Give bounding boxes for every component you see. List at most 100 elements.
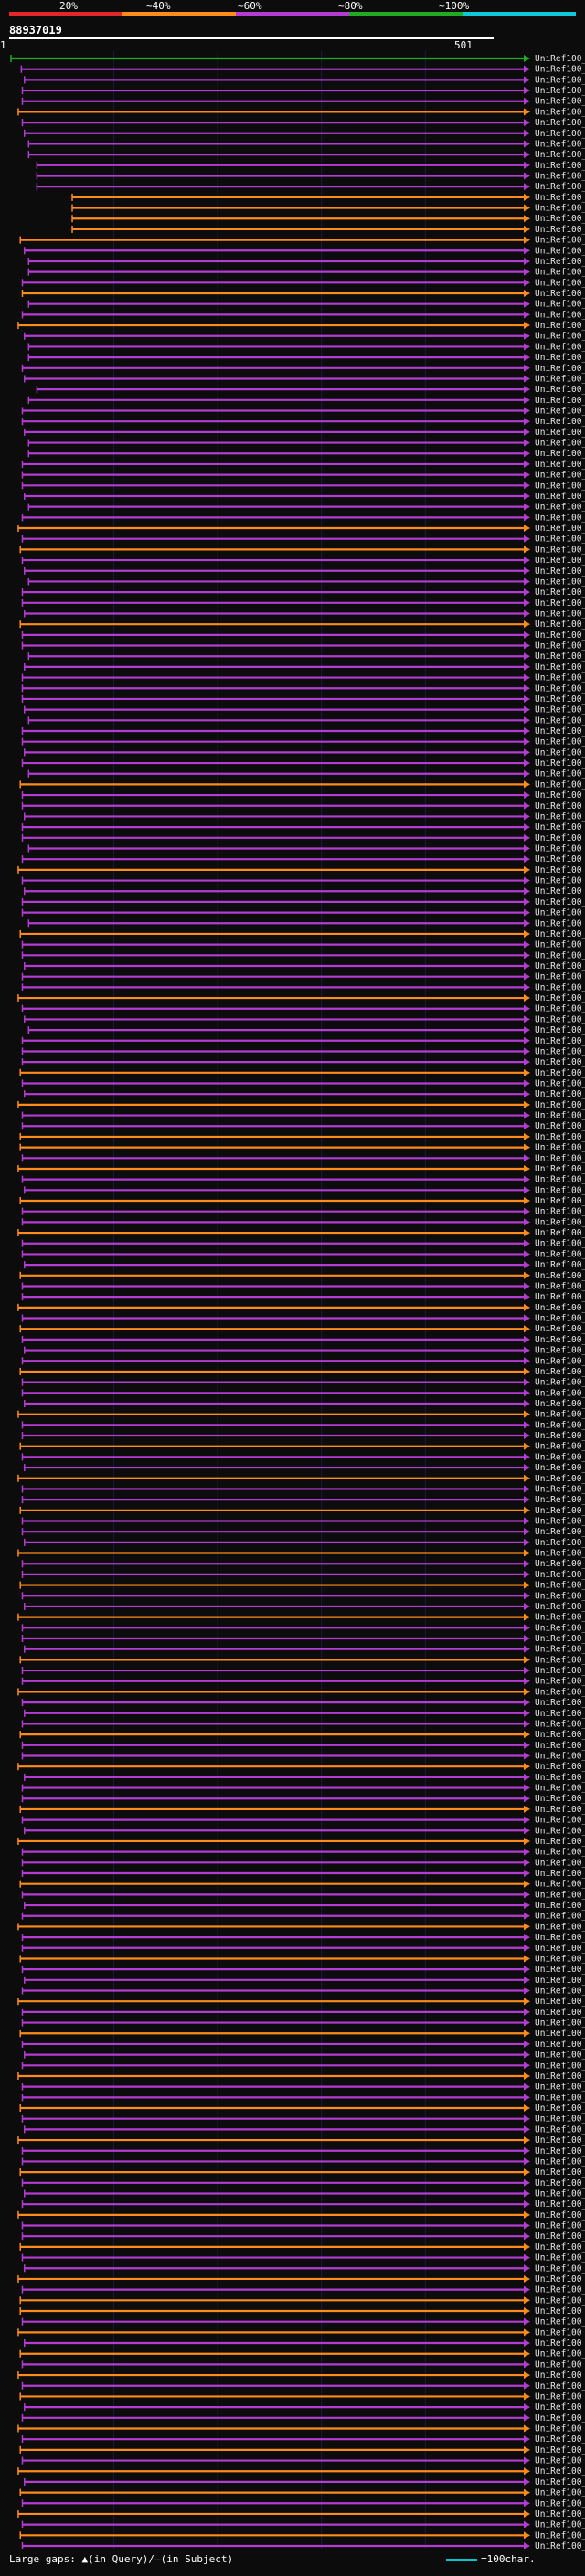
- hit-end-arrow: [524, 1656, 530, 1664]
- hit-end-arrow: [524, 1250, 530, 1258]
- hit-end-arrow: [524, 1560, 530, 1568]
- hit-end-arrow: [524, 2051, 530, 2059]
- hit-row: UniRef100_Q0D025: [24, 2189, 585, 2199]
- hit-row: UniRef100_Q54J06: [24, 609, 585, 619]
- hit-end-arrow: [524, 1837, 530, 1845]
- hit-label: UniRef100_C1FFF0: [535, 2125, 585, 2135]
- hit-label: UniRef100_B1N5N3: [535, 769, 585, 779]
- hit-label: UniRef100_P02812: [535, 908, 585, 918]
- hit-end-arrow: [524, 55, 530, 62]
- hit-end-arrow: [524, 855, 530, 864]
- hit-row: UniRef100_B9N894: [21, 1623, 585, 1633]
- query-ruler: [9, 37, 494, 48]
- hit-row: UniRef100_P35695: [19, 1730, 585, 1740]
- hit-label: UniRef100_Q62151: [535, 332, 585, 342]
- hit-end-arrow: [524, 2542, 530, 2549]
- hit-end-arrow: [524, 1090, 530, 1098]
- hit-end-arrow: [524, 716, 530, 725]
- hit-label: UniRef100_A4P1V7: [535, 1987, 585, 1997]
- hit-row: UniRef100_A2EVN2: [21, 1933, 585, 1943]
- hit-end-arrow: [524, 983, 530, 991]
- hit-end-arrow: [524, 705, 530, 714]
- hit-end-arrow: [524, 620, 530, 629]
- hit-row: UniRef100_A7YR81: [24, 1463, 585, 1473]
- hit-row: UniRef100_Q5FQ01: [17, 1762, 585, 1772]
- hit-end-arrow: [524, 2178, 530, 2187]
- hit-label: UniRef100_UP1000...: [535, 2104, 585, 2114]
- hit-row: UniRef100_A7P1Y2: [27, 268, 585, 278]
- hit-end-arrow: [524, 1880, 530, 1888]
- hit-label: UniRef100_C1BKT8: [535, 1143, 585, 1153]
- hit-end-arrow: [524, 300, 530, 308]
- hit-end-arrow: [524, 76, 530, 84]
- hit-label: UniRef100_C6THC5: [535, 54, 585, 64]
- hit-row: UniRef100_Q0GY41: [21, 1388, 585, 1398]
- hit-row: UniRef100_Q29404: [21, 876, 585, 886]
- hit-row: UniRef100_B1N5N3: [27, 769, 585, 779]
- hit-row: UniRef100_Q17101: [21, 673, 585, 684]
- hit-label: UniRef100_Q4U807: [535, 1506, 585, 1516]
- legend-label-3: ~80%: [338, 0, 363, 12]
- hit-row: UniRef100_UP1000...: [19, 2349, 585, 2359]
- hit-end-arrow: [524, 1154, 530, 1162]
- hit-row: UniRef100_Q6D8G9: [19, 1442, 585, 1452]
- hit-end-arrow: [524, 151, 530, 159]
- hit-row: UniRef100_B0Y9H7: [17, 1410, 585, 1420]
- hit-label: UniRef100_B0XBV3: [535, 1164, 585, 1174]
- hit-end-arrow: [524, 673, 530, 682]
- hit-label: UniRef100_B0X811: [535, 2040, 585, 2050]
- hit-label: UniRef100_Q5RDJ9: [535, 1997, 585, 2007]
- hit-label: UniRef100_C9V5D0: [535, 1837, 585, 1847]
- hit-label: UniRef100_UP1000...: [535, 790, 585, 800]
- hit-label: UniRef100_B4N721: [535, 950, 585, 960]
- hit-label: UniRef100_B3M929: [535, 2391, 585, 2401]
- hit-end-arrow: [524, 1335, 530, 1343]
- legend-swatch-purple: [236, 12, 349, 16]
- hit-row: UniRef100_B4M1V9: [21, 1527, 585, 1537]
- hit-label: UniRef100_Q6C6W1: [535, 1516, 585, 1526]
- hit-label: UniRef100_UP1000...: [535, 2221, 585, 2231]
- hit-end-arrow: [524, 1474, 530, 1482]
- hit-end-arrow: [524, 2083, 530, 2091]
- hit-row: UniRef100_B3MAV9: [19, 620, 585, 630]
- hit-row: UniRef100_Q5YVK7: [17, 1687, 585, 1697]
- hit-row: UniRef100_UP1000...: [21, 854, 585, 864]
- hit-label: UniRef100_C0V1N8: [535, 2477, 585, 2487]
- scale-bar: [446, 2558, 477, 2561]
- hit-row: UniRef100_A2ZCM9: [24, 567, 585, 577]
- hit-end-arrow: [524, 2435, 530, 2443]
- hit-end-arrow: [524, 1496, 530, 1504]
- hit-label: UniRef100_B4M1V9: [535, 1527, 585, 1537]
- hit-row: UniRef100_UP1000...: [17, 1474, 585, 1484]
- hit-label: UniRef100_B3M960: [535, 2413, 585, 2423]
- hit-end-arrow: [524, 748, 530, 757]
- hit-label: UniRef100_A2DR21: [535, 2157, 585, 2167]
- hit-row: UniRef100_A8WVE5: [21, 2178, 585, 2189]
- hit-row: UniRef100_A5D7H1: [19, 1655, 585, 1665]
- hit-label: UniRef100_B6GHU3: [535, 833, 585, 843]
- hit-end-arrow: [524, 183, 530, 191]
- hit-row: UniRef100_Q9NHH5: [19, 545, 585, 555]
- hit-row: UniRef100_A6S476: [36, 172, 585, 182]
- identity-legend-strip: [9, 12, 576, 16]
- hit-label: UniRef100_C3XUY7: [535, 1249, 585, 1259]
- hit-row: UniRef100_B5JS19: [17, 1922, 585, 1932]
- hit-row: UniRef100_B5VNZ3: [19, 1271, 585, 1281]
- hit-row: UniRef100_UP1000...: [19, 1805, 585, 1815]
- hit-label: UniRef100_Q9BU12-4: [535, 2402, 585, 2412]
- hit-end-arrow: [524, 1912, 530, 1920]
- hit-row: UniRef100_UP1000...: [19, 929, 585, 939]
- hit-label: UniRef100_A6S2Y9: [535, 2115, 585, 2125]
- ruler-end-label: 501: [454, 39, 473, 51]
- hit-row: UniRef100_C6THC5: [10, 54, 585, 64]
- hit-row: UniRef100_C4M722: [21, 726, 585, 737]
- hit-label: UniRef100_B5VNZ3: [535, 1271, 585, 1281]
- hit-label: UniRef100_B5DXL6: [535, 1260, 585, 1270]
- hit-end-arrow: [524, 1357, 530, 1365]
- legend-swatch-cyan: [463, 12, 576, 16]
- hit-label: UniRef100_B4NRQ5: [535, 1912, 585, 1922]
- hit-end-arrow: [524, 2147, 530, 2155]
- hit-row: UniRef100_A2EDJ8: [21, 1378, 585, 1388]
- hit-label: UniRef100_A2ZCM9: [535, 567, 585, 577]
- hit-label: UniRef100_Q5YVK7: [535, 1687, 585, 1697]
